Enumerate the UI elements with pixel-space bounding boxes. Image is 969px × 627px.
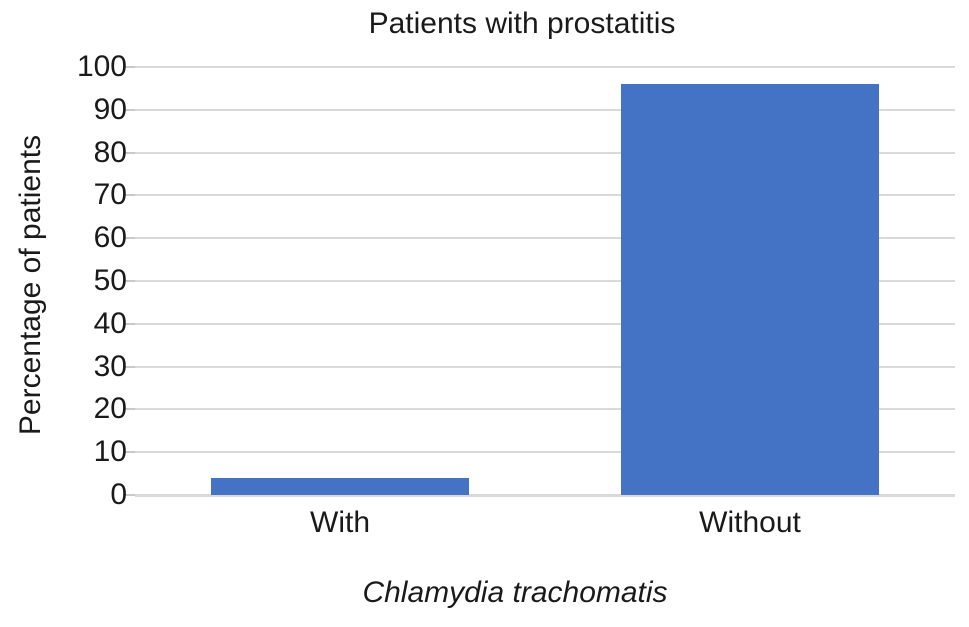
gridline-0: [135, 494, 955, 497]
y-tick-50: [124, 280, 135, 282]
gridline-40: [135, 322, 955, 325]
y-tick-80: [124, 151, 135, 154]
gridline-100: [135, 66, 955, 68]
y-tick-label-60: 60: [93, 221, 127, 255]
y-tick-label-30: 30: [93, 349, 127, 383]
y-tick-40: [124, 322, 135, 325]
y-tick-100: [124, 66, 135, 68]
chart-title: Patients with prostatitis: [368, 7, 676, 40]
x-axis-title: Chlamydia trachomatis: [362, 576, 668, 609]
bar-with: [211, 477, 469, 495]
gridline-80: [135, 151, 955, 154]
x-tick-label-with: With: [310, 506, 370, 539]
y-tick-label-0: 0: [110, 478, 127, 511]
y-tick-label-90: 90: [93, 92, 127, 126]
y-tick-label-70: 70: [93, 178, 127, 212]
y-tick-90: [124, 108, 135, 111]
gridline-30: [135, 365, 955, 368]
plot-area: [135, 66, 955, 497]
gridline-20: [135, 408, 955, 411]
y-tick-label-50: 50: [93, 264, 127, 297]
y-tick-20: [124, 408, 135, 411]
gridline-60: [135, 237, 955, 240]
y-tick-10: [124, 451, 135, 454]
y-tick-70: [124, 194, 135, 197]
y-tick-label-20: 20: [93, 392, 127, 426]
y-tick-30: [124, 365, 135, 368]
y-tick-0: [124, 494, 135, 496]
gridline-50: [135, 280, 955, 282]
y-tick-60: [124, 237, 135, 240]
gridline-10: [135, 451, 955, 454]
bar-without: [621, 84, 879, 495]
y-tick-label-10: 10: [93, 435, 127, 469]
y-tick-label-100: 100: [76, 50, 127, 83]
gridline-90: [135, 108, 955, 111]
y-tick-label-80: 80: [93, 135, 127, 169]
gridline-70: [135, 194, 955, 197]
x-tick-label-without: Without: [699, 506, 801, 539]
y-tick-label-40: 40: [93, 306, 127, 340]
